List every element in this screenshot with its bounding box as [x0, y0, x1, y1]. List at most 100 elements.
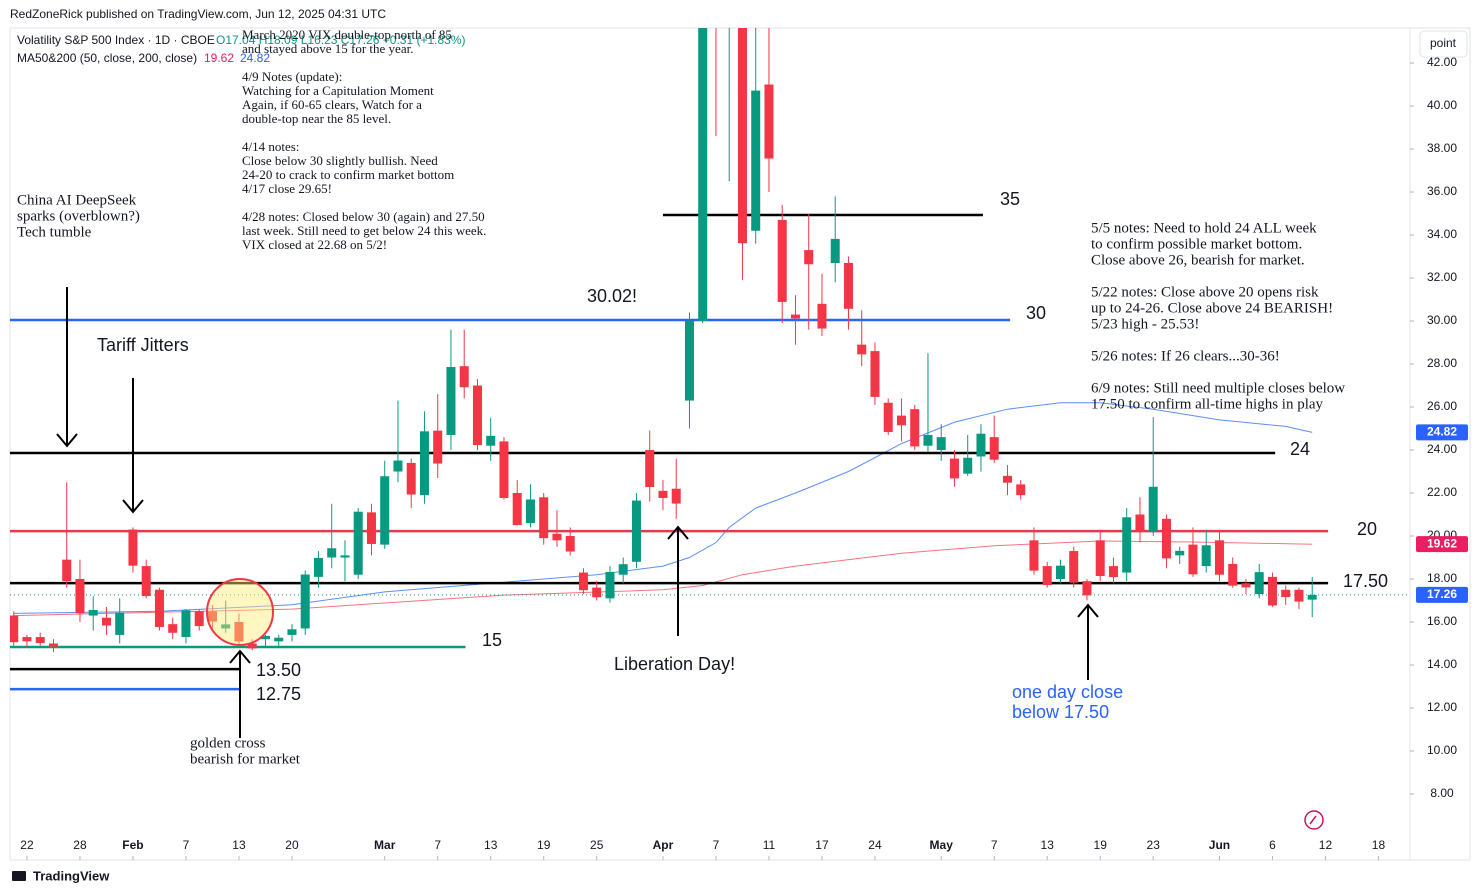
note-line: 4/28 notes: Closed below 30 (again) and …	[242, 209, 485, 224]
plot-area	[10, 28, 1410, 691]
brand-logo	[12, 871, 26, 881]
y-tick-label: 24.00	[1427, 442, 1457, 456]
indicator-value: 19.62	[204, 51, 234, 65]
note-line: Watching for a Capitulation Moment	[242, 83, 434, 98]
candle-body	[737, 28, 747, 244]
x-tick-label: 7	[183, 838, 190, 852]
note-line: 6/9 notes: Still need multiple closes be…	[1091, 380, 1345, 396]
candle-body	[353, 511, 363, 575]
y-tick-label: 10.00	[1427, 743, 1457, 757]
note-line: 5/23 high - 25.53!	[1091, 316, 1199, 332]
candle-body	[671, 488, 681, 504]
candle-body	[910, 409, 920, 447]
candle-body	[618, 564, 628, 575]
x-tick-label: 12	[1319, 838, 1333, 852]
level-label: 35	[1000, 189, 1020, 209]
note-line: to confirm possible market bottom.	[1091, 236, 1302, 252]
point-button-label[interactable]: point	[1430, 36, 1457, 50]
candle-body	[923, 434, 933, 446]
x-tick-label: 25	[590, 838, 604, 852]
candle-body	[419, 431, 429, 496]
candle-body	[128, 529, 138, 566]
brand: TradingView	[33, 868, 110, 883]
candle-body	[1016, 484, 1026, 496]
indicator-value: 24.82	[240, 51, 270, 65]
candle-body	[1002, 475, 1012, 483]
candle-body	[1175, 550, 1185, 556]
annotation: China AI DeepSeek	[17, 192, 137, 208]
note-line: March 2020 VIX double-top north of 85	[242, 27, 452, 42]
indicator: MA50&200 (50, close, 200, close)	[17, 51, 197, 65]
candle-body	[207, 611, 217, 622]
x-tick-label: 19	[1094, 838, 1108, 852]
price-badge-label: 19.62	[1427, 536, 1457, 550]
y-tick-label: 12.00	[1427, 700, 1457, 714]
x-tick-label: 6	[1269, 838, 1276, 852]
candle-body	[896, 415, 906, 426]
y-tick-label: 16.00	[1427, 614, 1457, 628]
note-line: Close below 30 slightly bullish. Need	[242, 153, 438, 168]
candle-body	[101, 617, 111, 626]
candle-body	[578, 572, 588, 591]
y-tick-label: 22.00	[1427, 485, 1457, 499]
x-tick-label: 13	[232, 838, 246, 852]
level-label: 15	[482, 630, 502, 650]
x-tick-label: Apr	[653, 838, 674, 852]
note-line: and stayed above 15 for the year.	[242, 41, 413, 56]
candle-body	[433, 430, 443, 464]
annotation: bearish for market	[190, 751, 301, 767]
candle-body	[870, 351, 880, 397]
note-line: VIX closed at 22.68 on 5/2!	[242, 237, 387, 252]
moving-average	[13, 402, 1313, 614]
x-tick-label: May	[930, 838, 954, 852]
candle-body	[141, 566, 151, 596]
candle-body	[446, 367, 456, 435]
level-label: 17.50	[1343, 571, 1388, 591]
candle-body	[1214, 540, 1224, 575]
y-tick-label: 38.00	[1427, 141, 1457, 155]
candle-body	[115, 612, 125, 635]
moving-average	[13, 540, 1313, 617]
candle-body	[843, 262, 853, 309]
candle-body	[645, 450, 655, 487]
annotation: Tariff Jitters	[97, 335, 189, 355]
x-tick-label: Feb	[122, 838, 143, 852]
note-line: 17.50 to confirm all-time highs in play	[1091, 396, 1324, 412]
level-label: 12.75	[256, 684, 301, 704]
price-badge	[1416, 586, 1468, 603]
candle-body	[35, 637, 45, 644]
candle-body	[313, 557, 323, 577]
y-tick-label: 18.00	[1427, 571, 1457, 585]
candle-body	[234, 622, 244, 642]
candle-body	[565, 536, 575, 552]
annotation: one day close	[1012, 682, 1123, 702]
annotation: below 17.50	[1012, 702, 1109, 722]
x-tick-label: 11	[763, 838, 776, 852]
candle-body	[1122, 517, 1132, 573]
x-tick-label: 17	[815, 838, 829, 852]
arrows	[56, 287, 1099, 738]
candle-body	[486, 435, 496, 446]
candle-body	[1069, 551, 1079, 583]
note-line: Again, if 60-65 clears, Watch for a	[242, 97, 422, 112]
candle-body	[75, 579, 85, 614]
level-label: 30	[1026, 303, 1046, 323]
candle-body	[539, 497, 549, 539]
candle-body	[1241, 583, 1251, 588]
candle-body	[1108, 566, 1118, 578]
candle-body	[459, 366, 469, 388]
level-label: 24	[1290, 439, 1310, 459]
y-tick-label: 42.00	[1427, 55, 1457, 69]
annotation: golden cross	[190, 735, 266, 751]
x-tick-label: 20	[285, 838, 299, 852]
candle-body	[883, 402, 893, 432]
x-tick-label: 13	[1041, 838, 1055, 852]
y-tick-label: 30.00	[1427, 313, 1457, 327]
x-tick-label: Jun	[1209, 838, 1230, 852]
note-line: up to 24-26. Close above 24 BEARISH!	[1091, 300, 1333, 316]
candle-body	[274, 637, 284, 642]
candle-body	[777, 219, 787, 302]
point-button[interactable]	[1419, 30, 1468, 58]
note-line: 4/14 notes:	[242, 139, 299, 154]
